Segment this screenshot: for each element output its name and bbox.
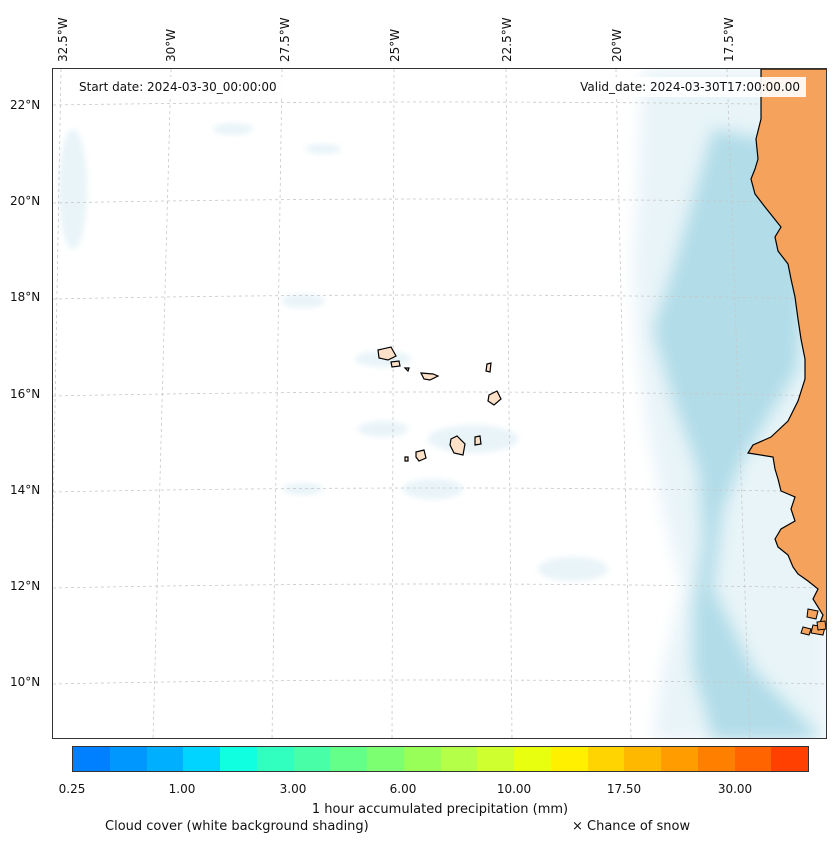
gridline-lon-17-5w xyxy=(726,69,751,738)
lat-label-16n: 16°N xyxy=(10,387,41,401)
lat-label-12n: 12°N xyxy=(10,579,41,593)
gridline-lon-30w xyxy=(152,69,172,738)
gridline-lat-18n xyxy=(53,294,826,300)
colorbar-segment-15 xyxy=(587,747,625,771)
cloud-patch-6 xyxy=(538,557,608,581)
island-sao-vicente xyxy=(390,360,401,368)
colorbar-segment-6 xyxy=(256,747,294,771)
precipitation-colorbar xyxy=(72,746,809,772)
colorbar-segment-19 xyxy=(734,747,772,771)
start-date-label: Start date: 2024-03-30_00:00:00 xyxy=(73,77,283,97)
cloud-cover-note: Cloud cover (white background shading) xyxy=(105,819,369,834)
cloud-band-east-heavy xyxy=(653,129,822,738)
lat-label-14n: 14°N xyxy=(10,483,41,497)
map-panel[interactable]: Start date: 2024-03-30_00:00:00 Valid_da… xyxy=(52,68,827,739)
cloud-patch-5 xyxy=(358,421,408,437)
bijagos-island-1 xyxy=(806,608,819,620)
island-santo-antao xyxy=(377,346,397,361)
lon-label-22-5w: 22.5°W xyxy=(500,17,514,62)
lat-label-18n: 18°N xyxy=(10,290,41,304)
colorbar-segment-16 xyxy=(624,747,661,771)
snow-chance-note: × Chance of snow xyxy=(572,819,691,834)
colorbar-segment-11 xyxy=(440,747,478,771)
island-fogo xyxy=(415,449,427,462)
lon-label-17-5w: 17.5°W xyxy=(722,17,736,62)
colorbar-segment-13 xyxy=(514,747,551,771)
cloud-patch-10 xyxy=(305,144,341,154)
cloud-patch-7 xyxy=(59,129,87,249)
island-brava xyxy=(404,456,409,462)
cloud-patch-3 xyxy=(428,425,518,453)
cloud-patch-4 xyxy=(403,479,463,499)
colorbar-segment-5 xyxy=(220,747,257,771)
gridline-lon-27-5w xyxy=(271,69,283,738)
cape-verde-islands xyxy=(377,346,502,462)
colorbar-segment-3 xyxy=(146,747,184,771)
gridline-lat-14n xyxy=(53,487,826,493)
map-canvas xyxy=(53,69,826,738)
colorbar-tick-6-00: 6.00 xyxy=(389,782,417,796)
island-boa-vista xyxy=(487,390,502,406)
island-sao-nicolau xyxy=(419,372,440,381)
colorbar-segment-10 xyxy=(403,747,441,771)
gridline-lat-10n xyxy=(53,679,826,685)
gridline-lat-16n xyxy=(53,391,826,397)
island-santiago xyxy=(449,435,466,456)
lon-label-27-5w: 27.5°W xyxy=(278,17,292,62)
colorbar-title: 1 hour accumulated precipitation (mm) xyxy=(311,802,569,817)
colorbar-segment-20 xyxy=(771,747,808,771)
gridline-lat-22n xyxy=(53,101,826,106)
island-maio xyxy=(474,435,482,446)
colorbar-tick-1-00: 1.00 xyxy=(168,782,196,796)
graticule xyxy=(53,69,826,738)
gridline-lat-12n xyxy=(53,583,826,589)
gridline-lon-20w xyxy=(615,69,632,738)
cloud-patch-8 xyxy=(213,123,253,135)
lon-label-32-5w: 32.5°W xyxy=(56,17,70,62)
colorbar-segment-14 xyxy=(550,747,588,771)
lon-label-25w: 25°W xyxy=(388,28,402,62)
colorbar-tick-10-00: 10.00 xyxy=(496,782,532,796)
colorbar-tick-30-00: 30.00 xyxy=(717,782,753,796)
island-santa-luzia xyxy=(403,367,410,373)
colorbar-tick-0-25: 0.25 xyxy=(58,782,86,796)
gridline-lat-20n xyxy=(53,198,826,204)
cloud-cover-shading xyxy=(59,69,826,738)
bijagos-island-4 xyxy=(816,620,826,631)
cloud-patch-2 xyxy=(281,294,325,308)
lon-label-20w: 20°W xyxy=(610,28,624,62)
colorbar-tick-17-50: 17.50 xyxy=(606,782,642,796)
bijagos-island-3 xyxy=(800,626,812,636)
colorbar-segment-12 xyxy=(477,747,514,771)
colorbar-segment-18 xyxy=(697,747,735,771)
lat-label-22n: 22°N xyxy=(10,98,41,112)
gridline-lon-25w xyxy=(391,69,395,738)
colorbar-segment-9 xyxy=(367,747,404,771)
valid-date-label: Valid_date: 2024-03-30T17:00:00.00 xyxy=(574,77,806,97)
lon-label-30w: 30°W xyxy=(164,28,178,62)
colorbar-segment-1 xyxy=(73,747,110,771)
africa-mainland xyxy=(747,69,826,626)
lat-label-10n: 10°N xyxy=(10,675,41,689)
gridline-lon-22-5w xyxy=(505,69,513,738)
colorbar-segment-17 xyxy=(661,747,698,771)
colorbar-segment-4 xyxy=(183,747,220,771)
island-sal xyxy=(485,362,492,373)
colorbar-segment-7 xyxy=(293,747,331,771)
colorbar-segment-2 xyxy=(109,747,147,771)
colorbar-segment-8 xyxy=(330,747,367,771)
cloud-patch-9 xyxy=(283,483,323,495)
colorbar-tick-3-00: 3.00 xyxy=(279,782,307,796)
lat-label-20n: 20°N xyxy=(10,194,41,208)
